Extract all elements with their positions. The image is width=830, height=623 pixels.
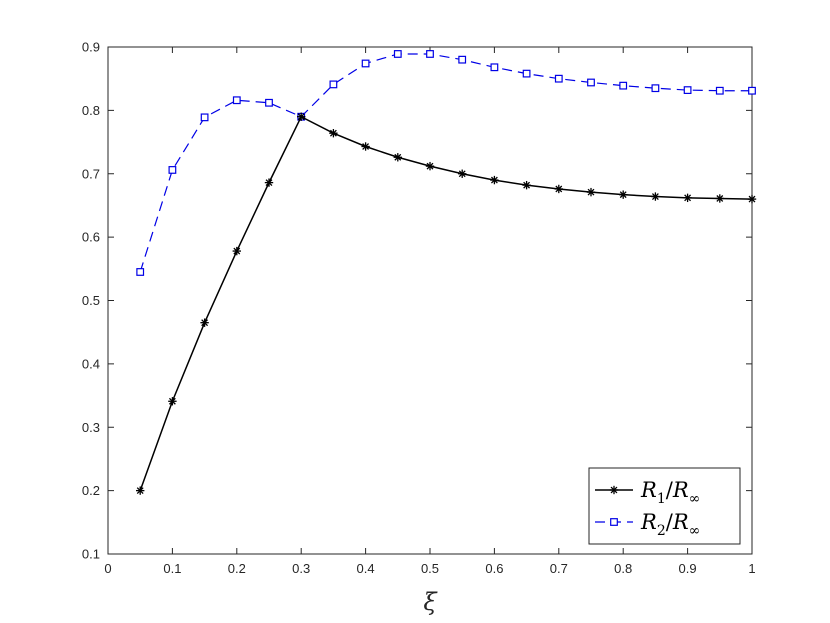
series-2 [136, 50, 756, 276]
y-tick-label: 0.1 [82, 547, 100, 562]
data-point [425, 161, 435, 171]
data-point [651, 192, 660, 201]
x-tick-label: 0 [104, 561, 111, 576]
data-point [490, 175, 499, 185]
data-point [361, 142, 370, 151]
data-point [554, 74, 563, 83]
data-point [136, 486, 145, 495]
y-tick-label: 0.5 [82, 293, 100, 308]
y-tick-label: 0.9 [82, 40, 100, 55]
legend-label-1: R1/R∞ [640, 478, 700, 507]
data-point [393, 50, 402, 58]
series-1 [136, 112, 757, 495]
data-point [136, 268, 145, 276]
data-point [715, 194, 724, 203]
data-point [168, 166, 177, 174]
data-point [715, 86, 724, 95]
y-tick-label: 0.6 [82, 230, 100, 245]
y-tick-label: 0.2 [82, 483, 100, 498]
series-2-line [139, 53, 752, 273]
axes: 0 0.1 0.2 0.3 0.4 0.5 0.6 0.7 0.8 0.9 1 0.1 0.2 0.3 0.… [82, 40, 756, 577]
data-point [747, 194, 757, 204]
data-point [265, 98, 273, 107]
data-point [458, 169, 467, 178]
data-point [748, 86, 756, 95]
legend-box [588, 467, 741, 545]
y-tick-label: 0.3 [82, 420, 100, 435]
x-tick-label: 0.4 [357, 561, 375, 576]
data-point [683, 193, 692, 203]
x-tick-label: 0.3 [292, 561, 310, 576]
series-1-line [139, 115, 753, 491]
y-tick-label: 0.8 [82, 103, 100, 118]
x-tick-label: 1 [748, 561, 755, 576]
legend-entry-2: R2/R∞ [595, 510, 700, 539]
data-point [522, 69, 531, 78]
data-point [587, 78, 595, 87]
data-point [200, 318, 209, 327]
legend-entry-1: R1/R∞ [595, 478, 700, 507]
data-point [426, 50, 434, 58]
data-point [168, 397, 177, 406]
data-point [232, 246, 241, 256]
legend-marker-symbol [609, 485, 619, 495]
data-point [490, 63, 499, 72]
data-point [522, 180, 531, 190]
data-point [329, 128, 338, 138]
y-tick-label: 0.4 [82, 356, 100, 371]
x-tick-label: 0.8 [614, 561, 632, 576]
data-point [232, 96, 241, 105]
data-point [554, 184, 563, 194]
legend-marker-1 [609, 485, 619, 495]
data-point [329, 80, 338, 89]
x-tick-label: 0.2 [228, 561, 246, 576]
x-tick-label: 0.1 [163, 561, 181, 576]
x-tick-label: 0.7 [550, 561, 568, 576]
y-tick-label: 0.7 [82, 166, 100, 181]
legend-marker-2 [610, 518, 618, 526]
x-tick-label: 0.6 [485, 561, 503, 576]
data-point [264, 178, 274, 187]
data-point [651, 84, 660, 93]
x-tick-label: 0.9 [679, 561, 697, 576]
data-point [619, 81, 628, 90]
data-point [297, 112, 306, 121]
data-point [393, 153, 402, 162]
data-point [683, 86, 692, 94]
data-point [361, 59, 370, 68]
legend-label-2: R2/R∞ [640, 510, 700, 539]
x-axis-label: ξ [423, 588, 438, 616]
data-point [586, 187, 596, 197]
x-tick-label: 0.5 [421, 561, 439, 576]
data-point [458, 55, 467, 64]
legend-marker-symbol [610, 518, 618, 526]
data-point [200, 113, 209, 122]
series-layer [136, 50, 757, 495]
data-point [619, 190, 628, 199]
legend: R1/R∞ R2/R∞ [588, 467, 741, 545]
